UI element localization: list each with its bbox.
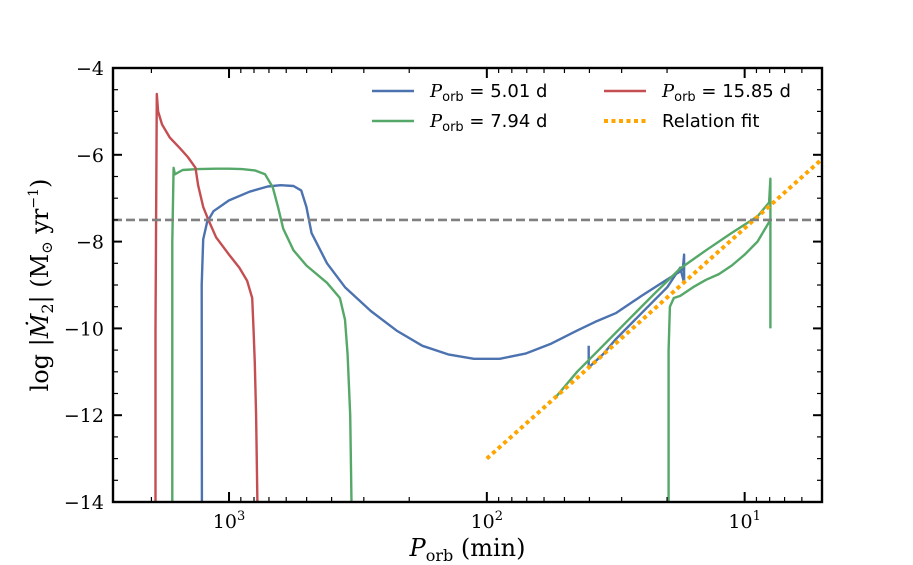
legend-label-1: Porb = 7.94 d (429, 111, 547, 135)
x-axis-label: Porb (min) (409, 534, 526, 565)
legend: Porb = 5.01 d Porb = 7.94 d Porb = 15.85 d… (372, 81, 791, 135)
series-layer (154, 92, 822, 502)
y-tick-label: −6 (76, 145, 104, 167)
series-line-3 (485, 157, 822, 461)
legend-label-2: Porb = 15.85 d (661, 81, 791, 105)
legend-label-3: Relation fit (662, 111, 759, 132)
plot-frame (111, 66, 824, 504)
y-tick-label: −10 (64, 318, 104, 340)
x-tick-label: 103 (213, 509, 245, 533)
y-tick-label: −14 (64, 492, 104, 514)
y-axis-label: log |Ṁ2| (M⊙ yr−1) (25, 179, 57, 392)
y-tick-label: −8 (76, 232, 104, 254)
series-line-0 (200, 184, 686, 502)
x-tick-label: 101 (728, 509, 760, 533)
y-tick-label: −12 (64, 405, 104, 427)
y-tick-label: −4 (76, 58, 104, 80)
axis-labels: Porb (min) log |Ṁ2| (M⊙ yr−1) (25, 179, 525, 565)
series-line-2 (154, 92, 259, 502)
x-tick-label: 102 (471, 509, 503, 533)
ticks-layer: −4 −6 −8 −10 −12 −14 103 102 101 (64, 58, 822, 533)
legend-label-0: Porb = 5.01 d (429, 81, 547, 105)
series-line-1 (171, 166, 772, 502)
